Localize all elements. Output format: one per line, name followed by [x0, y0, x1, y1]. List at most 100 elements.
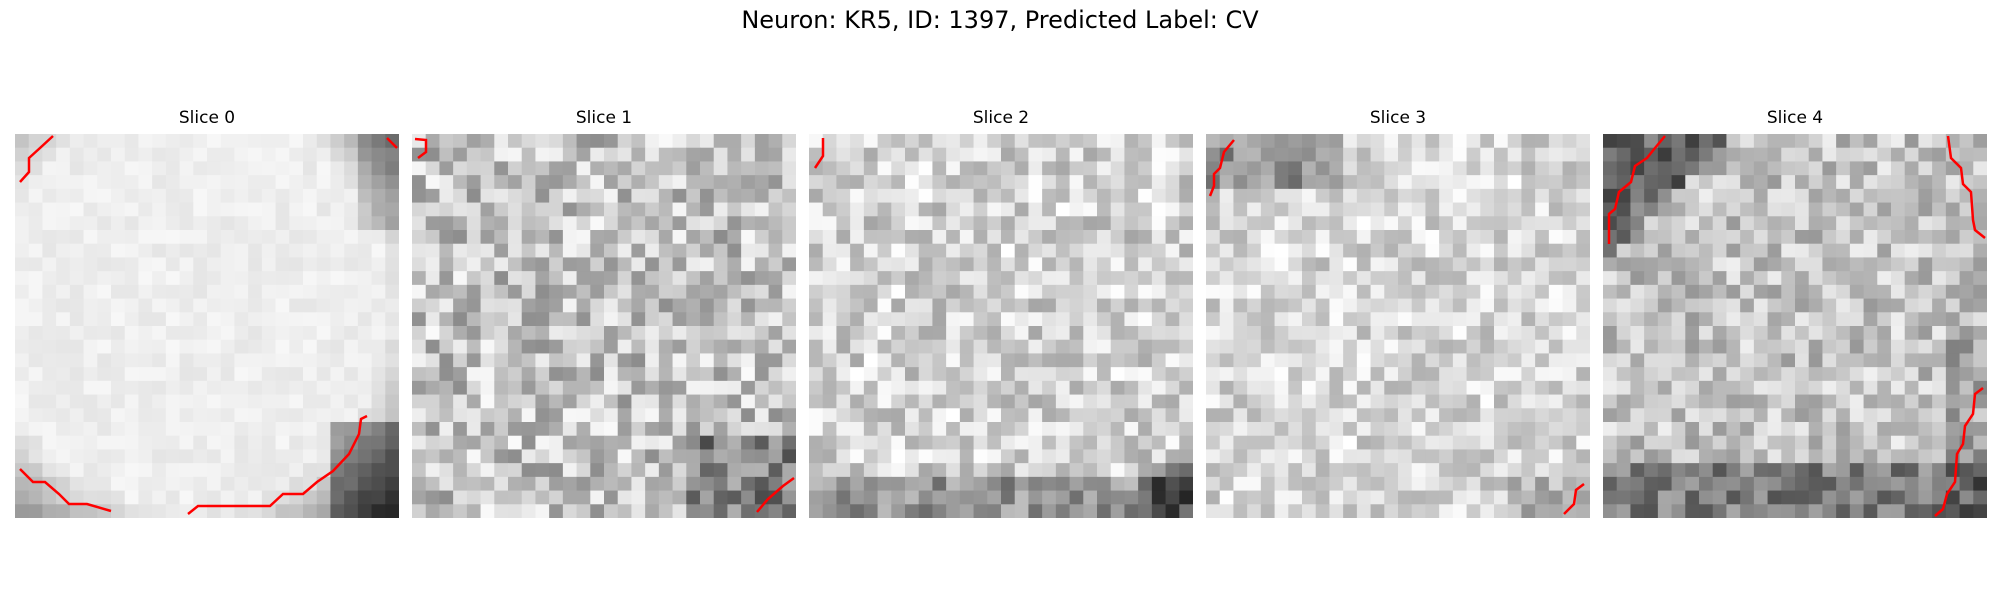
pixel-cell	[1562, 202, 1577, 217]
pixel-cell	[344, 339, 359, 354]
pixel-cell	[1110, 243, 1125, 258]
pixel-cell	[1959, 339, 1974, 354]
pixel-cell	[1891, 380, 1906, 396]
pixel-cell	[1329, 476, 1344, 492]
pixel-cell	[782, 312, 796, 327]
pixel-cell	[1411, 134, 1426, 149]
pixel-cell	[1726, 326, 1741, 341]
pixel-cell	[658, 408, 674, 423]
pixel-cell	[1219, 216, 1234, 231]
pixel-cell	[1630, 312, 1645, 327]
pixel-cell	[1343, 326, 1358, 341]
pixel-cell	[1219, 298, 1234, 313]
pixel-cell	[645, 161, 660, 176]
pixel-cell	[1959, 271, 1974, 286]
pixel-cell	[713, 490, 728, 505]
pixel-cell	[1480, 175, 1495, 190]
pixel-cell	[1945, 463, 1961, 478]
pixel-cell	[1904, 257, 1919, 272]
pixel-cell	[891, 271, 906, 286]
pixel-cell	[1795, 298, 1810, 313]
pixel-cell	[1576, 230, 1590, 245]
pixel-cell	[138, 463, 153, 478]
pixel-cell	[863, 353, 879, 368]
pixel-cell	[700, 216, 715, 231]
pixel-cell	[152, 202, 167, 217]
pixel-cell	[1411, 202, 1426, 217]
pixel-cell	[1165, 284, 1180, 300]
pixel-cell	[713, 284, 728, 300]
pixel-cell	[1753, 490, 1769, 505]
pixel-cell	[1356, 134, 1372, 149]
pixel-cell	[713, 161, 728, 176]
pixel-cell	[782, 435, 796, 450]
pixel-cell	[494, 422, 509, 437]
pixel-cell	[248, 463, 263, 478]
pixel-cell	[672, 202, 687, 217]
pixel-cell	[111, 161, 126, 176]
pixel-cell	[1521, 504, 1536, 518]
pixel-cell	[1808, 216, 1823, 231]
pixel-cell	[1452, 380, 1468, 396]
pixel-cell	[1028, 243, 1043, 258]
pixel-cell	[562, 312, 578, 327]
pixel-cell	[165, 463, 181, 478]
pixel-cell	[1124, 243, 1139, 258]
pixel-cell	[425, 175, 440, 190]
pixel-cell	[1042, 463, 1057, 478]
pixel-cell	[1138, 422, 1153, 437]
pixel-cell	[1877, 449, 1892, 464]
pixel-cell	[1439, 312, 1454, 327]
slice-title-2: Slice 2	[972, 108, 1030, 128]
pixel-cell	[234, 298, 249, 313]
pixel-cell	[672, 175, 687, 190]
pixel-cell	[1274, 257, 1289, 272]
pixel-cell	[1151, 257, 1167, 272]
pixel-cell	[1288, 284, 1303, 300]
pixel-cell	[836, 449, 851, 464]
pixel-cell	[1562, 435, 1577, 450]
pixel-cell	[1260, 257, 1276, 272]
pixel-cell	[1097, 435, 1112, 450]
pixel-cell	[1028, 422, 1043, 437]
pixel-cell	[1398, 380, 1413, 396]
pixel-cell	[275, 161, 290, 176]
pixel-cell	[1863, 257, 1878, 272]
pixel-cell	[1671, 243, 1686, 258]
pixel-cell	[1138, 175, 1153, 190]
pixel-cell	[891, 188, 906, 204]
pixel-cell	[1973, 394, 1987, 409]
pixel-cell	[1945, 175, 1961, 190]
pixel-cell	[466, 408, 482, 423]
pixel-cell	[275, 216, 290, 231]
pixel-cell	[1097, 380, 1112, 396]
pixel-cell	[234, 175, 249, 190]
pixel-cell	[1124, 449, 1139, 464]
pixel-cell	[1179, 367, 1193, 382]
pixel-cell	[1384, 134, 1399, 149]
pixel-cell	[645, 422, 660, 437]
pixel-cell	[1657, 216, 1673, 231]
pixel-cell	[453, 257, 468, 272]
pixel-cell	[850, 216, 865, 231]
pixel-cell	[686, 257, 701, 272]
pixel-cell	[56, 188, 71, 204]
pixel-cell	[1685, 202, 1700, 217]
pixel-cell	[1671, 284, 1686, 300]
pixel-cell	[111, 134, 126, 149]
pixel-cell	[987, 449, 1002, 464]
pixel-cell	[42, 230, 57, 245]
pixel-cell	[1726, 476, 1741, 492]
pixel-cell	[1535, 134, 1550, 149]
pixel-cell	[1740, 380, 1755, 396]
pixel-cell	[466, 339, 482, 354]
pixel-cell	[1425, 161, 1440, 176]
pixel-cell	[727, 353, 742, 368]
pixel-cell	[1657, 367, 1673, 382]
pixel-cell	[425, 161, 440, 176]
pixel-cell	[562, 504, 578, 518]
pixel-cell	[1891, 216, 1906, 231]
pixel-cell	[1480, 504, 1495, 518]
pixel-cell	[1973, 312, 1987, 327]
pixel-cell	[754, 271, 770, 286]
